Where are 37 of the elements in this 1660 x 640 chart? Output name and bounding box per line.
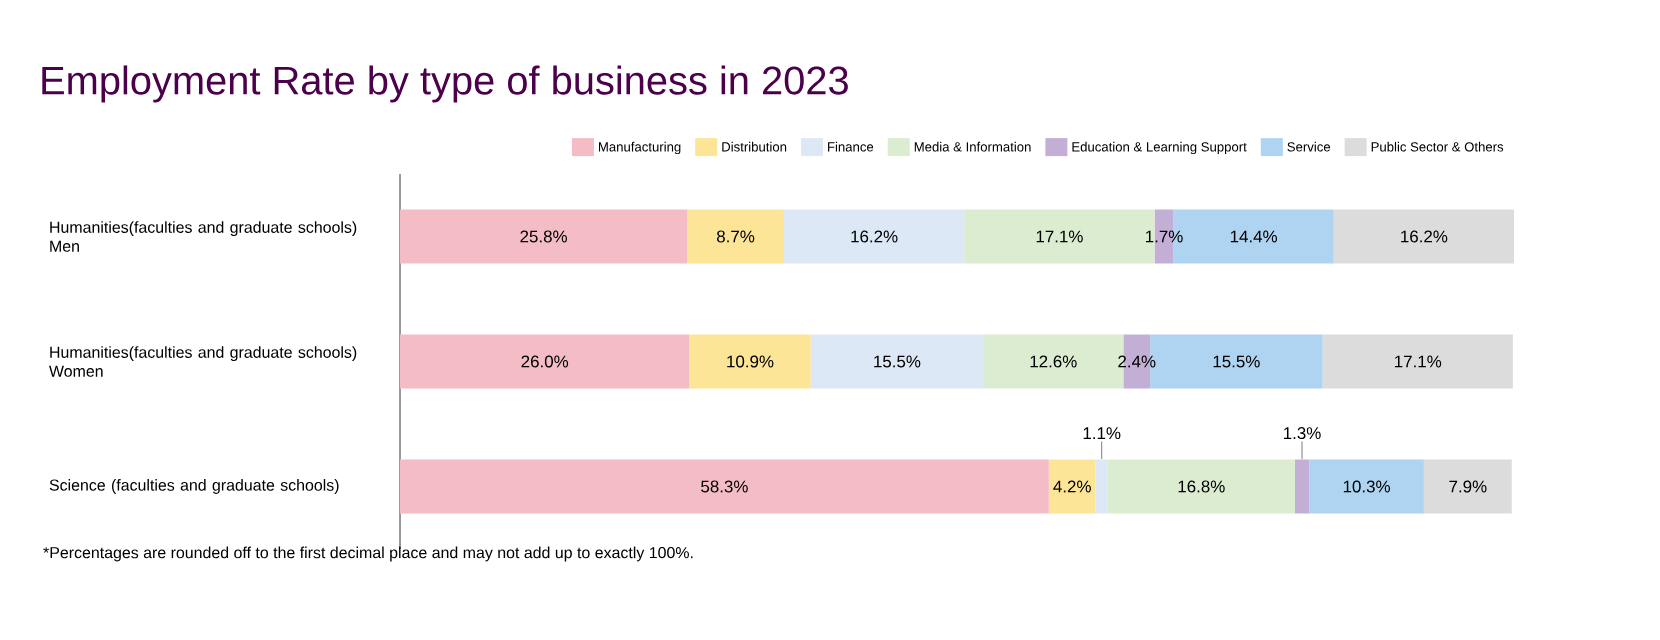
bar: [810, 334, 984, 389]
data-label: 12.6%: [1030, 355, 1077, 368]
data-label: 2.4%: [1118, 355, 1156, 368]
bar: [1423, 459, 1512, 514]
bar: [400, 459, 1049, 514]
bar: [1322, 334, 1513, 389]
bar: [1095, 459, 1108, 514]
data-label: 8.7%: [717, 230, 755, 243]
bar: [783, 209, 965, 264]
data-label: 26.0%: [521, 355, 569, 368]
data-label: 14.4%: [1230, 230, 1278, 243]
data-label: 17.1%: [1036, 230, 1083, 243]
data-label: 16.8%: [1178, 480, 1225, 493]
data-label: 16.2%: [1401, 230, 1448, 243]
chart-title: Employment Rate by type of business in 2023: [42, 65, 848, 103]
data-label: 16.2%: [851, 230, 898, 243]
bar: [689, 334, 811, 389]
bar: [400, 334, 690, 389]
bar: [1048, 459, 1096, 514]
bar: [400, 209, 688, 264]
bar: [1309, 459, 1424, 514]
data-label: 58.3%: [701, 480, 748, 493]
data-label: 10.9%: [727, 355, 774, 368]
bar: [687, 209, 784, 264]
data-label: 15.5%: [874, 355, 921, 368]
data-label: 7.9%: [1449, 480, 1487, 493]
bar: [1294, 459, 1310, 514]
data-label: 1.3%: [1284, 427, 1321, 440]
data-label: 15.5%: [1213, 355, 1260, 368]
data-label: 10.3%: [1343, 480, 1390, 493]
bar: [1333, 209, 1515, 264]
data-label: 1.1%: [1083, 427, 1121, 440]
data-label: 17.1%: [1395, 355, 1442, 368]
data-label: 25.8%: [520, 230, 567, 243]
data-label: 4.2%: [1053, 480, 1091, 493]
bar: [1107, 459, 1295, 514]
data-label: 1.7%: [1146, 230, 1183, 243]
